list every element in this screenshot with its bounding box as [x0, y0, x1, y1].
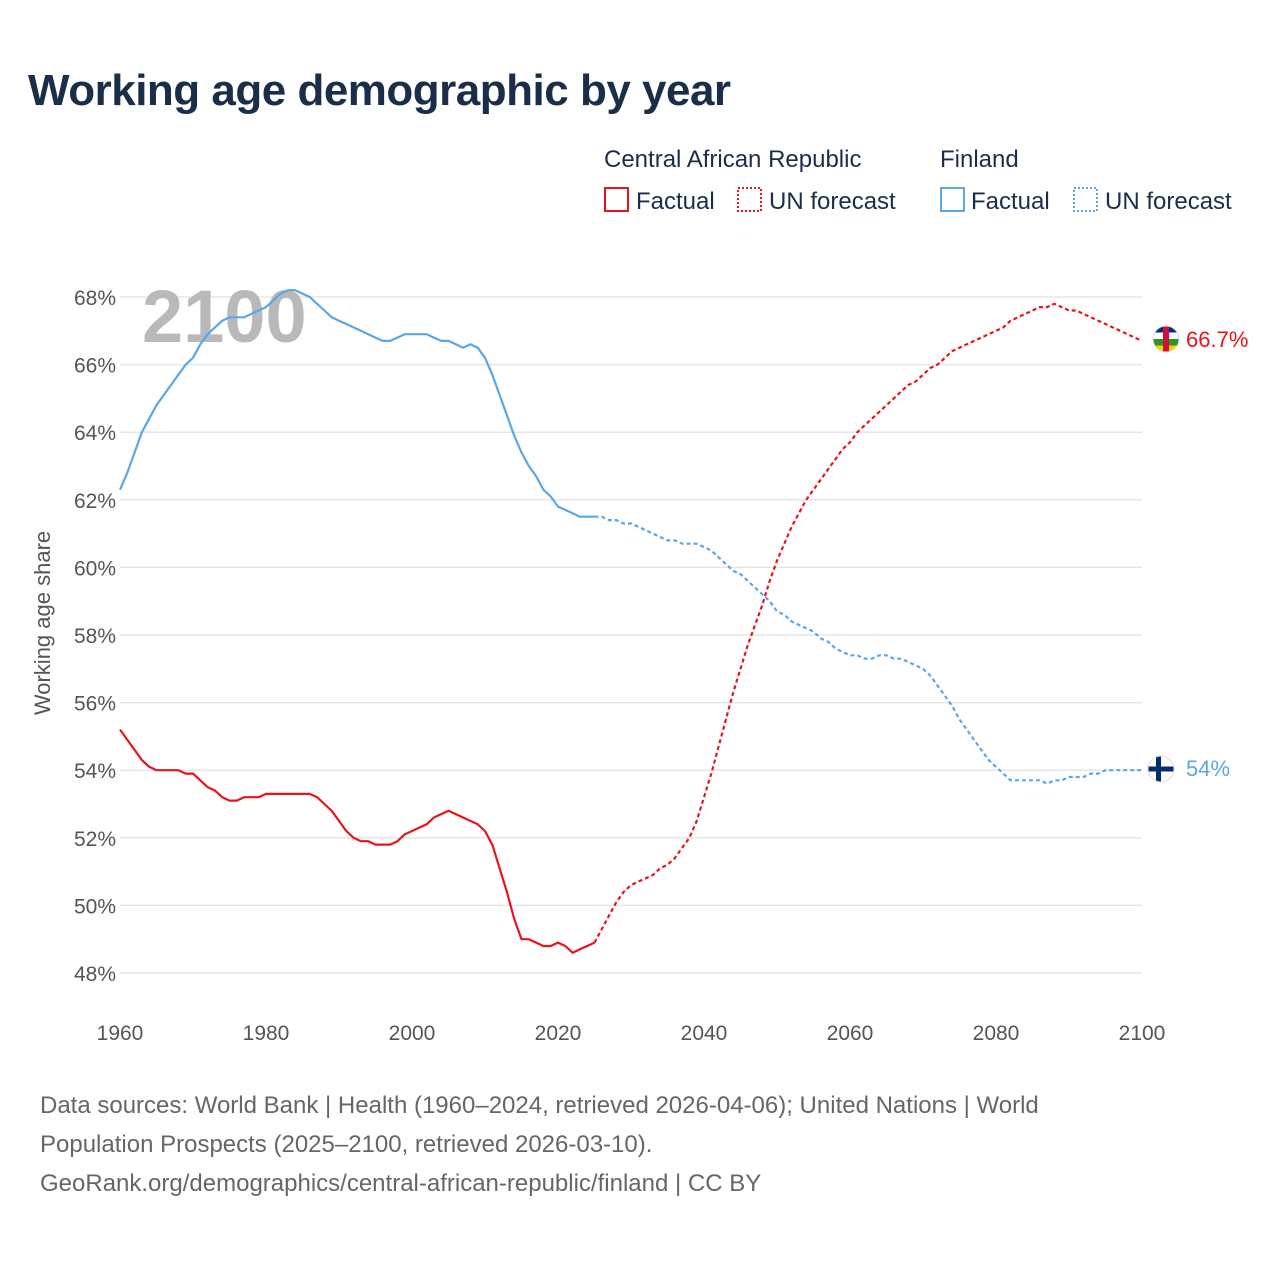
gridlines — [120, 296, 1142, 974]
finland-flag-icon — [1147, 755, 1175, 783]
legend-swatch-finland-forecast — [1073, 187, 1098, 212]
legend-label-finland-factual: Factual — [971, 188, 1050, 215]
y-tick-label: 52% — [74, 828, 116, 851]
y-tick-label: 66% — [74, 355, 116, 378]
x-tick-label: 1960 — [97, 1022, 144, 1045]
central-african-republic-flag-icon — [1152, 325, 1180, 353]
x-tick-label: 2080 — [973, 1022, 1020, 1045]
data-sources-line-2: Population Prospects (2025–2100, retriev… — [40, 1131, 653, 1158]
legend-country-car: Central African Republic — [604, 146, 861, 173]
legend-swatch-finland-factual — [940, 187, 965, 212]
x-tick-label: 2100 — [1119, 1022, 1166, 1045]
y-axis-label: Working age share — [30, 531, 55, 715]
end-label-car: 66.7% — [1186, 327, 1248, 352]
y-tick-label: 64% — [74, 422, 116, 445]
data-sources-line-1: Data sources: World Bank | Health (1960–… — [40, 1092, 1039, 1119]
legend-swatch-car-factual — [604, 187, 629, 212]
credit-line: GeoRank.org/demographics/central-african… — [40, 1170, 762, 1197]
y-tick-label: 58% — [74, 625, 116, 648]
y-tick-label: 56% — [74, 693, 116, 716]
x-tick-label: 2020 — [535, 1022, 582, 1045]
footer: Data sources: World Bank | Health (1960–… — [40, 1086, 1240, 1203]
series-line-finland-forecast — [594, 515, 1142, 785]
y-tick-label: 48% — [74, 963, 116, 986]
x-tick-label: 2000 — [389, 1022, 436, 1045]
end-label-finland: 54% — [1186, 756, 1230, 781]
y-tick-label: 50% — [74, 895, 116, 918]
series-line-finland-factual — [118, 289, 595, 518]
legend-label-finland-forecast: UN forecast — [1105, 188, 1232, 215]
legend-swatch-car-forecast — [737, 187, 762, 212]
y-tick-label: 60% — [74, 557, 116, 580]
chart-title: Working age demographic by year — [28, 66, 731, 115]
y-tick-label: 68% — [74, 287, 116, 310]
x-tick-label: 1980 — [243, 1022, 290, 1045]
x-tick-label: 2060 — [827, 1022, 874, 1045]
y-tick-label: 62% — [74, 490, 116, 513]
y-tick-label: 54% — [74, 760, 116, 783]
legend-country-finland: Finland — [940, 146, 1019, 173]
year-marker: 2100 — [142, 275, 307, 358]
x-axis-ticks: 1960 1980 2000 2020 2040 2060 2080 2100 — [97, 1022, 1166, 1045]
series-lines — [118, 289, 1143, 954]
legend-label-car-forecast: UN forecast — [769, 188, 896, 215]
legend-label-car-factual: Factual — [636, 188, 715, 215]
series-line-central-african-republic-forecast — [593, 302, 1143, 944]
series-line-central-african-republic-factual — [119, 728, 595, 954]
legend: Central African Republic Factual UN fore… — [604, 146, 1232, 215]
x-tick-label: 2040 — [681, 1022, 728, 1045]
y-axis-ticks: 48% 50% 52% 54% 56% 58% 60% 62% 64% 66% 68% — [74, 287, 116, 986]
line-chart: 48%50%52%54%56%58%60%62%64%66%68% 1960 19… — [30, 146, 1248, 1045]
